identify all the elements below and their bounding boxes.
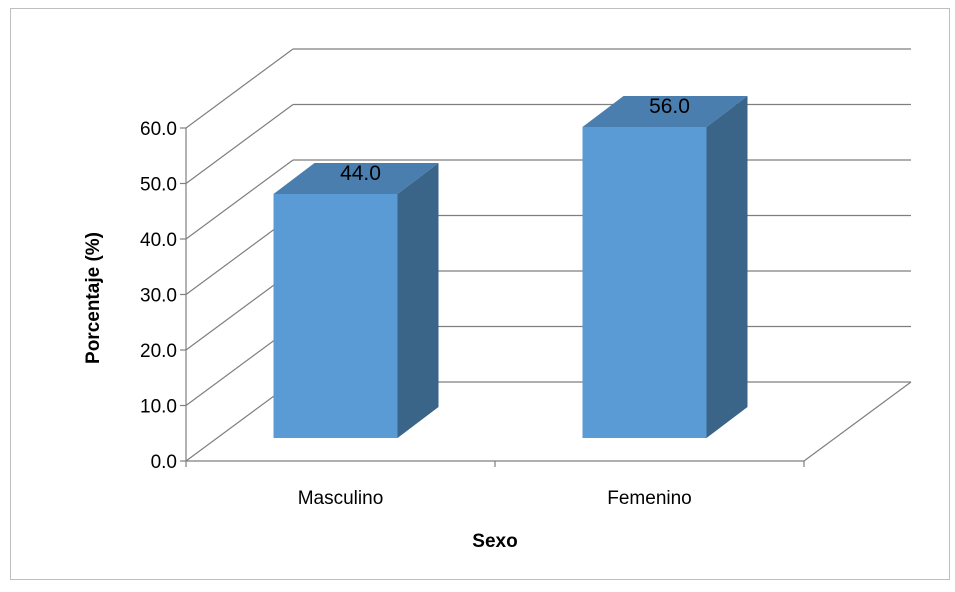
x-tick-label: Femenino (607, 488, 692, 509)
bar-femenino-side (706, 96, 748, 438)
bar-chart: 0.0 10.0 20.0 30.0 40.0 50.0 60.0 44.0 Masculino… (83, 48, 912, 552)
y-tick-label: 20.0 (140, 341, 177, 362)
x-tick-label: Masculino (298, 488, 384, 509)
x-axis-title: Sexo (472, 531, 517, 552)
data-label: 56.0 (649, 95, 690, 118)
chart-area: 0.0 10.0 20.0 30.0 40.0 50.0 60.0 44.0 Masculino… (10, 8, 950, 580)
bar-masculino-side (397, 163, 439, 438)
bar-femenino-top (582, 96, 748, 127)
gridline-diagonal (185, 159, 294, 240)
y-tick-label: 40.0 (140, 230, 177, 251)
floor-edge (803, 381, 912, 462)
bar-masculino-front (273, 194, 398, 438)
y-tick-label: 0.0 (151, 452, 177, 473)
y-tick-label: 50.0 (140, 175, 177, 196)
gridline-diagonal (185, 104, 294, 184)
data-label: 44.0 (340, 162, 381, 185)
bar-masculino-top (273, 163, 439, 194)
gridline-diagonal (185, 48, 294, 129)
y-tick-label: 10.0 (140, 397, 177, 418)
bar-femenino-front (582, 127, 707, 438)
plot-group: 0.0 10.0 20.0 30.0 40.0 50.0 60.0 44.0 Masculino… (83, 48, 912, 552)
y-tick-label: 60.0 (140, 119, 177, 140)
y-axis-title: Porcentaje (%) (83, 232, 104, 364)
y-tick-label: 30.0 (140, 286, 177, 307)
